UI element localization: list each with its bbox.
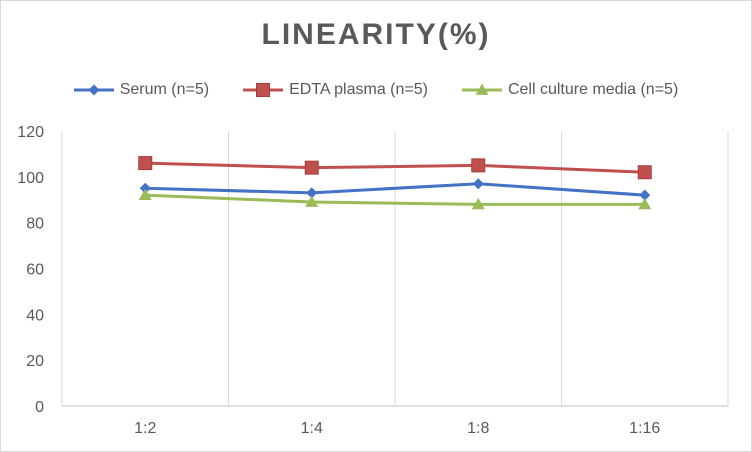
y-tick-label: 0 — [35, 399, 44, 416]
legend-swatch — [461, 83, 502, 95]
y-tick-label: 20 — [26, 353, 44, 370]
legend-item: Cell culture media (n=5) — [461, 78, 679, 102]
series-line-0 — [145, 182, 645, 197]
data-point-2-2 — [471, 197, 485, 210]
y-tick-label: 100 — [17, 170, 44, 187]
series-line-1 — [145, 161, 645, 174]
data-point-0-3 — [639, 189, 651, 201]
data-point-1-3 — [637, 165, 652, 180]
legend-swatch — [243, 83, 284, 97]
legend-label: Serum (n=5) — [119, 81, 210, 98]
data-point-0-0 — [139, 182, 151, 194]
legend-marker — [88, 84, 100, 96]
chart-title: LINEARITY(%) — [261, 18, 491, 51]
data-point-1-0 — [138, 156, 153, 171]
data-point-2-3 — [638, 197, 652, 210]
series-line-2 — [145, 193, 645, 206]
legend-item: Serum (n=5) — [73, 78, 210, 102]
data-point-2-0 — [138, 188, 152, 201]
y-tick-label: 120 — [17, 124, 44, 141]
legend-label: Cell culture media (n=5) — [507, 81, 679, 98]
data-point-2-1 — [305, 195, 319, 207]
data-point-1-2 — [471, 158, 486, 173]
data-point-1-1 — [304, 160, 319, 175]
legend-marker — [475, 83, 489, 95]
data-point-0-1 — [306, 187, 318, 199]
x-tick-label: 1:8 — [467, 420, 489, 437]
x-tick-label: 1:16 — [629, 420, 660, 437]
chart-legend: Serum (n=5) EDTA plasma (n=5) Cell culture… — [0, 78, 752, 102]
x-tick-label: 1:4 — [301, 420, 323, 437]
y-tick-label: 40 — [26, 307, 44, 324]
y-tick-label: 60 — [26, 262, 44, 279]
data-point-0-2 — [472, 178, 484, 190]
x-tick-label: 1:2 — [134, 420, 156, 437]
legend-item: EDTA plasma (n=5) — [243, 78, 428, 102]
legend-marker — [256, 83, 271, 97]
legend-label: EDTA plasma (n=5) — [289, 81, 428, 98]
legend-swatch — [73, 84, 114, 96]
y-tick-label: 80 — [26, 216, 44, 233]
